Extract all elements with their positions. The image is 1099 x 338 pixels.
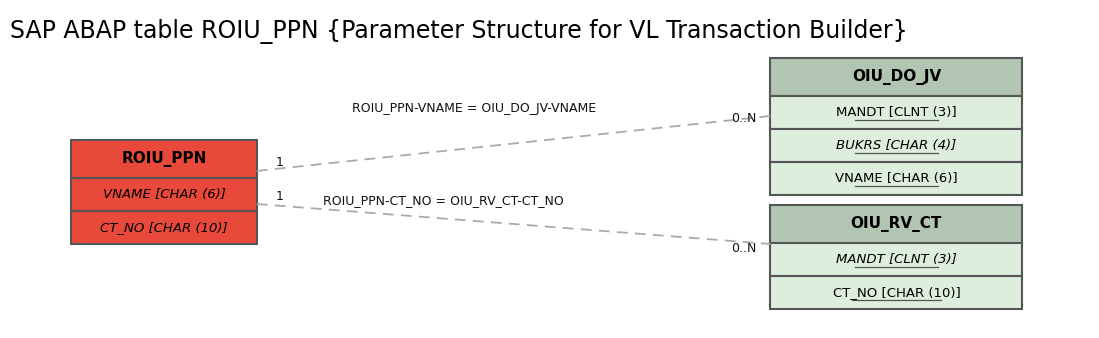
- Text: SAP ABAP table ROIU_PPN {Parameter Structure for VL Transaction Builder}: SAP ABAP table ROIU_PPN {Parameter Struc…: [10, 20, 908, 45]
- Text: CT_NO [CHAR (10)]: CT_NO [CHAR (10)]: [833, 286, 961, 299]
- Bar: [770, 129, 1022, 162]
- Bar: [770, 58, 1022, 96]
- Text: 1: 1: [276, 156, 284, 169]
- Text: VNAME [CHAR (6)]: VNAME [CHAR (6)]: [835, 172, 957, 185]
- Text: 0..N: 0..N: [731, 113, 756, 125]
- Text: OIU_DO_JV: OIU_DO_JV: [852, 69, 941, 85]
- Bar: [770, 162, 1022, 195]
- Text: CT_NO [CHAR (10)]: CT_NO [CHAR (10)]: [100, 221, 227, 234]
- Bar: [71, 211, 257, 244]
- Bar: [770, 205, 1022, 243]
- Bar: [71, 140, 257, 178]
- Text: BUKRS [CHAR (4)]: BUKRS [CHAR (4)]: [836, 139, 956, 152]
- Text: MANDT [CLNT (3)]: MANDT [CLNT (3)]: [836, 253, 957, 266]
- Text: VNAME [CHAR (6)]: VNAME [CHAR (6)]: [102, 188, 225, 201]
- Text: 1: 1: [276, 190, 284, 202]
- Bar: [770, 96, 1022, 129]
- Text: ROIU_PPN-CT_NO = OIU_RV_CT-CT_NO: ROIU_PPN-CT_NO = OIU_RV_CT-CT_NO: [323, 194, 564, 207]
- Text: ROIU_PPN-VNAME = OIU_DO_JV-VNAME: ROIU_PPN-VNAME = OIU_DO_JV-VNAME: [352, 102, 596, 115]
- Text: MANDT [CLNT (3)]: MANDT [CLNT (3)]: [836, 106, 957, 119]
- Text: OIU_RV_CT: OIU_RV_CT: [851, 216, 942, 232]
- Text: 0..N: 0..N: [731, 241, 756, 255]
- Bar: [770, 243, 1022, 276]
- Bar: [770, 276, 1022, 309]
- Text: ROIU_PPN: ROIU_PPN: [121, 151, 207, 167]
- Bar: [71, 178, 257, 211]
